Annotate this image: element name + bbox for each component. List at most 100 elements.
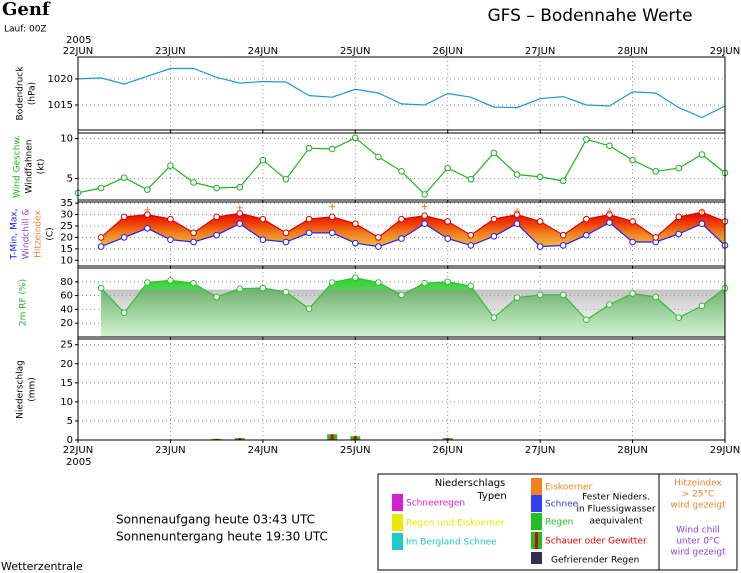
footer: Wetterzentrale: [1, 560, 83, 573]
line: [77, 67, 726, 119]
y-axis-label: T-Min, Max,: [10, 208, 20, 260]
point: [351, 220, 359, 228]
point: [606, 219, 613, 226]
point: [398, 215, 405, 223]
line: [100, 277, 726, 321]
point: [236, 183, 244, 191]
x-tick-label-top: 23JUN: [155, 46, 185, 57]
x-tick-label-top: 22JUN: [63, 46, 93, 57]
y-tick-label: 80: [60, 277, 73, 288]
x-tick-label-bottom: 24JUN: [248, 445, 278, 456]
point: [675, 164, 683, 172]
y-tick-label: 40: [60, 304, 73, 315]
legend-label: Schnee: [545, 500, 579, 510]
point: [444, 278, 452, 286]
heat-note: Hitzeindex: [674, 479, 722, 489]
y-axis-label: (C): [46, 227, 56, 240]
legend: Niederschlags Typen Fester Nieders. in F…: [377, 473, 738, 571]
point: [421, 191, 428, 198]
point: [559, 177, 567, 185]
heat-mark: [421, 203, 428, 210]
point: [698, 151, 706, 158]
x-tick-label-bottom: 28JUN: [617, 445, 647, 456]
point: [490, 232, 498, 240]
point: [97, 184, 105, 192]
point: [536, 218, 544, 225]
point: [675, 213, 683, 221]
bar-accent: [446, 438, 450, 440]
heat-mark: [236, 204, 243, 211]
legend-swatch: [531, 513, 542, 530]
point: [167, 162, 174, 170]
y-tick-label: 10: [60, 397, 73, 408]
point: [190, 279, 197, 287]
legend-swatch: [531, 552, 542, 564]
point: [629, 290, 636, 297]
panel-frame: [77, 56, 726, 131]
point: [97, 234, 105, 241]
point: [305, 215, 313, 223]
point: [513, 294, 521, 301]
point: [213, 231, 220, 239]
point: [675, 230, 683, 238]
point: [467, 282, 475, 290]
point: [444, 164, 452, 172]
point: [190, 238, 197, 246]
line: [77, 137, 726, 196]
x-tick-label-top: 27JUN: [525, 46, 555, 57]
y-axis-label: Bodendruck: [16, 66, 26, 121]
chill-note: wird gezeigt: [670, 548, 726, 558]
legend-note: aequivalent: [589, 517, 643, 527]
point: [305, 305, 313, 313]
point: [467, 175, 475, 183]
x-tick-label-bottom: 27JUN: [525, 445, 555, 456]
headline: GFS – Bodennahe Werte: [487, 6, 692, 26]
heat-note: wird gezeigt: [670, 501, 726, 511]
run: Lauf: 00Z: [4, 25, 47, 35]
y-axis-label: Wind Geschw.: [13, 135, 23, 198]
y-tick-label: 60: [60, 291, 73, 302]
legend-label: Schneeregen: [406, 499, 465, 509]
legend-swatch: [392, 494, 403, 511]
point: [167, 236, 174, 244]
point: [583, 231, 590, 239]
y-axis-label: Niederschlag: [16, 360, 26, 419]
x-tick-label-bottom: 25JUN: [340, 445, 370, 456]
point: [120, 213, 128, 221]
point: [328, 279, 336, 286]
legend-box-right: [658, 473, 738, 571]
y-axis-label: Windfahnen: [25, 140, 35, 194]
point: [328, 213, 336, 221]
point: [559, 242, 567, 249]
heat-mark: [606, 208, 613, 215]
heat-note: > 25°C: [682, 490, 715, 500]
point: [629, 218, 636, 225]
point: [698, 220, 706, 228]
point: [606, 301, 613, 308]
legend-label: Regen und Eiskoerner: [406, 519, 505, 529]
point: [213, 184, 220, 192]
legend-title: Niederschlags: [435, 478, 506, 489]
legend-label: Schauer oder Gewitter: [545, 537, 647, 547]
point: [97, 284, 105, 292]
bar-accent: [330, 434, 334, 440]
point: [305, 144, 313, 152]
y-tick-label: 5: [67, 173, 73, 184]
y-tick-label: 25: [60, 221, 73, 232]
x-tick-label-bottom: 22JUN: [63, 445, 93, 456]
point: [467, 242, 475, 249]
y-tick-label: 20: [60, 318, 73, 329]
legend-swatch: [392, 514, 403, 531]
point: [536, 173, 544, 181]
y-tick-label: 10: [60, 134, 73, 145]
point: [167, 277, 174, 284]
point: [328, 145, 336, 153]
point: [282, 229, 290, 237]
heat-mark: [329, 203, 336, 210]
temp-line: [100, 221, 726, 248]
point: [629, 238, 636, 246]
point: [144, 186, 151, 193]
point: [398, 167, 405, 175]
heat-mark: [144, 207, 151, 213]
point: [421, 212, 428, 220]
